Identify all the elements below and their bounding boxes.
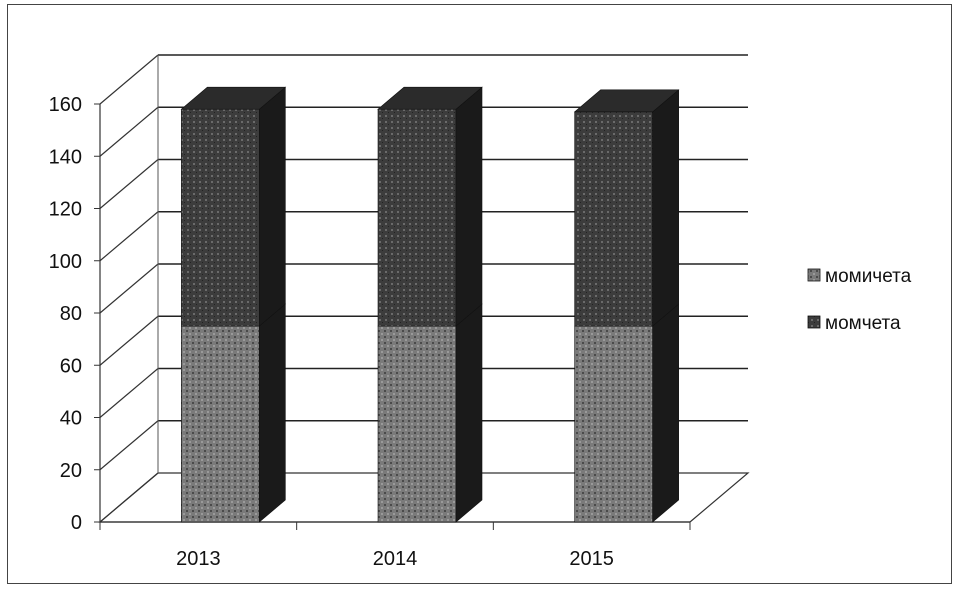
legend-label-1: момчета: [825, 313, 901, 334]
y-tick-label: 40: [60, 408, 82, 430]
y-tick-label: 120: [49, 199, 82, 221]
gridline-side: [99, 420, 159, 471]
bar-2015-top: [573, 89, 680, 113]
legend-label-0: момичета: [825, 266, 912, 287]
bar-2013-girls-side: [259, 303, 286, 523]
gridline-side: [99, 368, 159, 418]
y-tick-label: 20: [60, 460, 82, 482]
gridline-side: [99, 211, 159, 262]
bar-2015-girls-front: [574, 325, 653, 523]
x-tick-label: 2014: [373, 548, 418, 570]
legend-swatch-0: [807, 268, 821, 282]
x-tick-label: 2015: [569, 548, 614, 570]
bar-2015-girls-side: [652, 303, 679, 523]
bar-2014-girls-front: [377, 325, 457, 523]
y-tick-label: 140: [49, 146, 82, 168]
bar-2013-boys-front: [181, 108, 260, 327]
gridline-side: [99, 106, 159, 157]
bar-2014-girls-side: [455, 303, 483, 523]
y-tick-label: 80: [60, 303, 82, 325]
bar-2013-top: [180, 86, 287, 110]
bar-2015-boys-front: [574, 111, 653, 327]
gridline-side: [99, 159, 159, 209]
bar-2014-boys-front: [377, 108, 457, 327]
bar-2013-boys-side: [259, 86, 286, 327]
gridline-side: [99, 315, 159, 366]
y-tick-label: 100: [49, 251, 82, 273]
y-tick-label: 60: [60, 355, 82, 377]
gridline-side: [99, 263, 159, 314]
legend-swatch-1: [807, 315, 821, 329]
y-tick-label: 160: [49, 94, 82, 116]
bar-2013-girls-front: [181, 325, 260, 523]
bar-2015-boys-side: [652, 89, 679, 327]
y-tick-label: 0: [71, 512, 82, 534]
bar-2014-boys-side: [455, 86, 483, 327]
legend: момичета момчета: [807, 266, 912, 334]
bar-2014-top: [377, 86, 483, 110]
x-tick-label: 2013: [176, 548, 221, 570]
bars: [180, 86, 680, 523]
gridline-side: [99, 54, 159, 105]
tick-labels: 0 20 40 60 80 100 120 140 160 2013 2014 2015: [49, 94, 614, 570]
